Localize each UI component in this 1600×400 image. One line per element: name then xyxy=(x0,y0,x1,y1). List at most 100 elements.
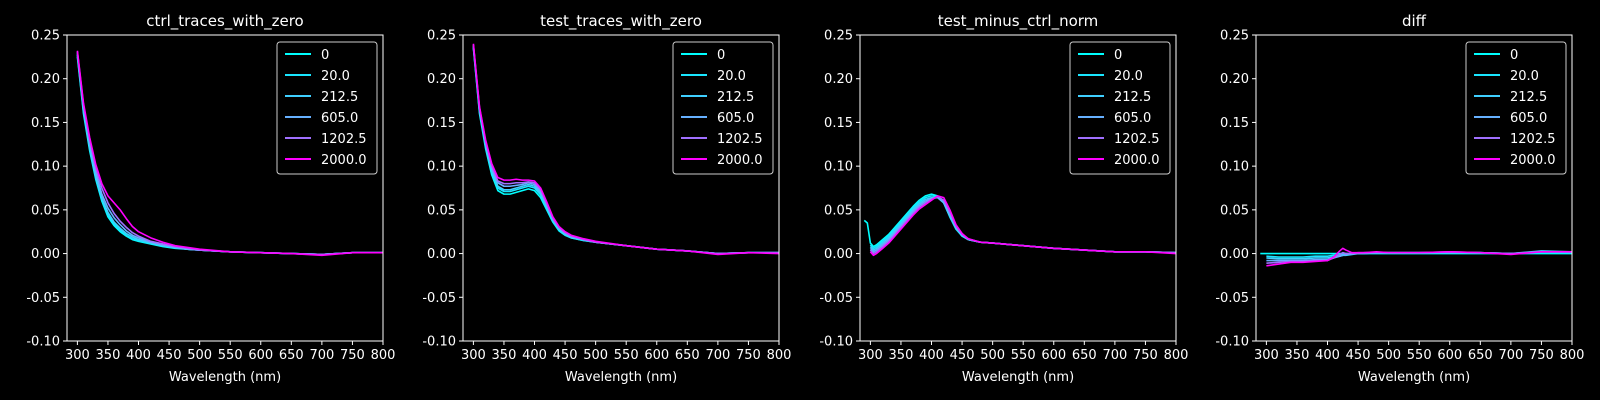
x-tick-label: 700 xyxy=(1498,348,1523,363)
legend-label: 605.0 xyxy=(321,111,358,126)
series-line-2000.0 xyxy=(472,43,779,256)
series-group xyxy=(472,43,779,256)
x-axis-label: Wavelength (nm) xyxy=(1358,370,1470,385)
legend-label: 212.5 xyxy=(1114,90,1151,105)
series-group xyxy=(1260,247,1572,267)
x-tick-label: 350 xyxy=(492,348,517,363)
x-tick-label: 800 xyxy=(1560,348,1585,363)
legend-label: 2000.0 xyxy=(321,153,367,168)
series-group xyxy=(863,193,1176,257)
legend: 0 20.0 212.5 605.0 1202.5 2000.0 xyxy=(1465,41,1567,175)
y-tick-label: -0.10 xyxy=(819,335,853,350)
legend-label: 1202.5 xyxy=(1510,132,1556,147)
y-tick-label: 0.05 xyxy=(824,203,853,218)
x-axis-label: Wavelength (nm) xyxy=(565,370,677,385)
series-group xyxy=(76,50,383,257)
x-axis-label: Wavelength (nm) xyxy=(169,370,281,385)
axes-frame xyxy=(462,34,780,342)
x-tick-label: 400 xyxy=(126,348,151,363)
y-tick-label: 0.15 xyxy=(31,116,60,131)
x-tick-label: 300 xyxy=(461,348,486,363)
x-tick-label: 400 xyxy=(522,348,547,363)
legend-label: 212.5 xyxy=(1510,90,1547,105)
y-tick-label: 0.10 xyxy=(1220,160,1249,175)
y-tick-label: 0.15 xyxy=(427,116,456,131)
legend-label: 1202.5 xyxy=(717,132,763,147)
y-tick-label: 0.15 xyxy=(824,116,853,131)
x-tick-label: 300 xyxy=(65,348,90,363)
x-tick-label: 550 xyxy=(1407,348,1432,363)
x-tick-label: 350 xyxy=(889,348,914,363)
x-tick-label: 550 xyxy=(1011,348,1036,363)
x-tick-label: 650 xyxy=(1072,348,1097,363)
x-tick-label: 500 xyxy=(583,348,608,363)
y-tick-label: 0.00 xyxy=(427,247,456,262)
legend-label: 605.0 xyxy=(1114,111,1151,126)
legend-label: 20.0 xyxy=(717,69,746,84)
legend-label: 1202.5 xyxy=(1114,132,1160,147)
y-tick-label: 0.20 xyxy=(31,72,60,87)
x-tick-label: 400 xyxy=(1315,348,1340,363)
y-tick-label: 0.15 xyxy=(1220,116,1249,131)
legend-label: 605.0 xyxy=(1510,111,1547,126)
series-line-2000.0 xyxy=(869,195,1176,257)
y-tick-label: 0.10 xyxy=(427,160,456,175)
x-tick-label: 750 xyxy=(1133,348,1158,363)
y-tick-label: 0.00 xyxy=(1220,247,1249,262)
y-tick-label: 0.00 xyxy=(31,247,60,262)
x-tick-label: 750 xyxy=(340,348,365,363)
chart-title: test_traces_with_zero xyxy=(540,12,702,31)
legend-label: 0 xyxy=(1114,48,1122,63)
legend-label: 20.0 xyxy=(1114,69,1143,84)
x-tick-label: 350 xyxy=(96,348,121,363)
legend-label: 0 xyxy=(1510,48,1518,63)
legend: 0 20.0 212.5 605.0 1202.5 2000.0 xyxy=(276,41,378,175)
y-tick-label: -0.05 xyxy=(26,291,60,306)
x-tick-label: 500 xyxy=(980,348,1005,363)
y-tick-label: 0.20 xyxy=(824,72,853,87)
y-tick-label: 0.05 xyxy=(31,203,60,218)
x-tick-label: 550 xyxy=(218,348,243,363)
legend-label: 0 xyxy=(717,48,725,63)
x-tick-label: 650 xyxy=(675,348,700,363)
subplot-4: 300 350 400 450 500 550 600 650 700 750 800 -0.10 -0… xyxy=(1215,12,1584,385)
axes-frame xyxy=(66,34,384,342)
legend-label: 0 xyxy=(321,48,329,63)
legend-label: 212.5 xyxy=(717,90,754,105)
y-tick-label: 0.25 xyxy=(1220,29,1249,44)
legend-label: 212.5 xyxy=(321,90,358,105)
y-tick-label: 0.05 xyxy=(427,203,456,218)
y-tick-label: 0.10 xyxy=(824,160,853,175)
x-tick-label: 450 xyxy=(950,348,975,363)
y-tick-label: 0.10 xyxy=(31,160,60,175)
x-tick-label: 650 xyxy=(279,348,304,363)
x-tick-label: 400 xyxy=(919,348,944,363)
x-tick-label: 750 xyxy=(736,348,761,363)
x-tick-label: 600 xyxy=(1437,348,1462,363)
legend-label: 2000.0 xyxy=(1114,153,1160,168)
x-tick-label: 550 xyxy=(614,348,639,363)
axes-frame xyxy=(1255,34,1573,342)
chart-title: ctrl_traces_with_zero xyxy=(146,12,303,31)
legend-label: 20.0 xyxy=(321,69,350,84)
axes-frame xyxy=(859,34,1177,342)
legend-label: 1202.5 xyxy=(321,132,367,147)
x-tick-label: 600 xyxy=(1041,348,1066,363)
series-line-212.5 xyxy=(869,196,1176,254)
x-tick-label: 800 xyxy=(371,348,396,363)
legend-label: 2000.0 xyxy=(717,153,763,168)
y-tick-label: 0.05 xyxy=(1220,203,1249,218)
y-tick-label: -0.10 xyxy=(26,335,60,350)
y-tick-label: 0.25 xyxy=(824,29,853,44)
y-tick-label: 0.25 xyxy=(31,29,60,44)
y-tick-label: -0.05 xyxy=(422,291,456,306)
y-tick-label: 0.00 xyxy=(824,247,853,262)
series-line-2000.0 xyxy=(76,50,383,257)
x-tick-label: 700 xyxy=(705,348,730,363)
y-tick-label: 0.25 xyxy=(427,29,456,44)
x-tick-label: 450 xyxy=(553,348,578,363)
x-tick-label: 800 xyxy=(1164,348,1189,363)
x-tick-label: 700 xyxy=(309,348,334,363)
subplot-3: 300 350 400 450 500 550 600 650 700 750 800 -0.10 -0… xyxy=(819,12,1188,385)
